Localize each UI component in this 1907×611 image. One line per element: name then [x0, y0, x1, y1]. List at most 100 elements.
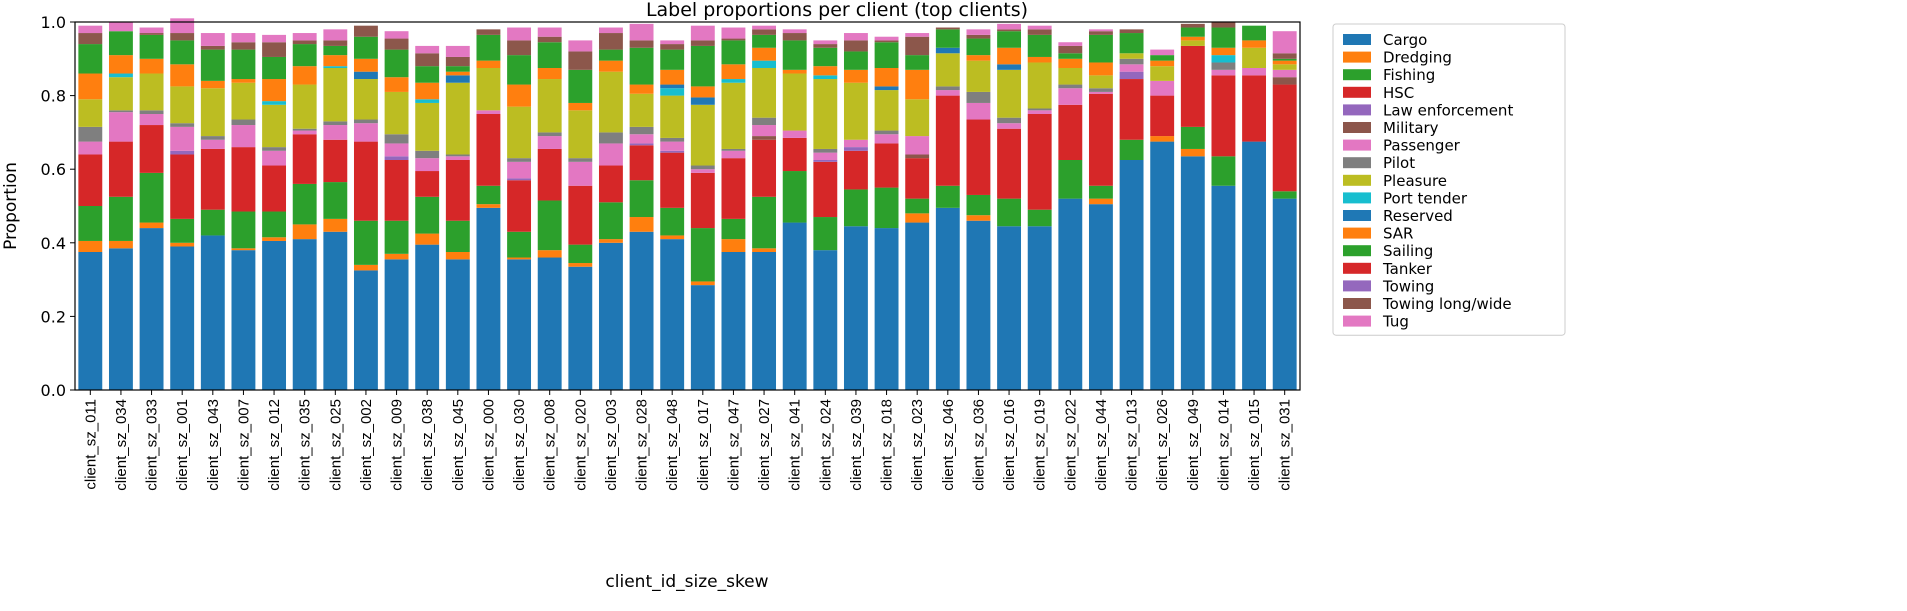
x-tick-label: client_sz_011 [82, 399, 99, 490]
legend-swatch [1343, 139, 1371, 151]
bar-segment-pleasure [170, 86, 195, 124]
y-tick-label: 0.2 [41, 307, 66, 326]
bar-segment-towing-long-wide [476, 29, 501, 35]
bar-segment-hsc [445, 160, 470, 221]
x-axis-label: client_id_size_skew [605, 572, 768, 592]
bar-segment-tug [231, 33, 256, 43]
bar-segment-fishing [1119, 139, 1144, 160]
legend-label: Tanker [1382, 260, 1433, 278]
bar-segment-sailing [1180, 27, 1205, 37]
bar-segment-passenger [1211, 69, 1236, 76]
bar-segment-towing-long-wide [721, 38, 746, 41]
bar-segment-sailing [323, 45, 348, 56]
bar-segment-pilot [752, 117, 777, 126]
bar-segment-fishing [415, 196, 440, 234]
bar-segment-cargo [813, 250, 838, 390]
bar-segment-pilot [1211, 62, 1236, 70]
bar-segment-pilot [660, 137, 685, 142]
bar-segment-sailing [384, 49, 409, 78]
bar-segment-pilot [353, 119, 378, 124]
bar-segment-fishing [353, 220, 378, 265]
y-tick-label: 0.0 [41, 381, 66, 400]
bar-segment-tug [1272, 31, 1297, 54]
legend-swatch [1343, 86, 1371, 98]
bar-segment-hsc [660, 152, 685, 208]
bar-segment-passenger [1088, 91, 1113, 94]
bar-segment-hsc [568, 185, 593, 245]
x-tick-label: client_sz_001 [174, 399, 191, 491]
x-tick-label: client_sz_038 [419, 399, 436, 491]
bar-segment-pleasure [78, 99, 103, 127]
bar-segment-fishing [1272, 191, 1297, 199]
bar-segment-sailing [292, 44, 317, 67]
bar-segment-pleasure [813, 79, 838, 149]
bar-segment-cargo [1272, 198, 1297, 390]
bar-segment-cargo [1211, 185, 1236, 390]
x-tick-label: client_sz_017 [695, 399, 712, 491]
x-tick-label: client_sz_003 [603, 399, 620, 491]
bar-segment-dredging [1180, 148, 1205, 157]
bar-segment-sar [1150, 60, 1175, 67]
bar-segment-dredging [660, 235, 685, 240]
bar-segment-tug [170, 18, 195, 34]
bar-segment-pleasure [1119, 53, 1144, 59]
bar-segment-sar [476, 60, 501, 68]
bar-segment-sailing [415, 66, 440, 83]
x-tick-label: client_sz_009 [389, 399, 406, 491]
bar-segment-cargo [690, 285, 715, 390]
bar-segment-passenger [323, 125, 348, 140]
bar-segment-sar [231, 79, 256, 83]
y-tick-label: 0.6 [41, 160, 66, 179]
bar-segment-pilot [415, 150, 440, 159]
bar-segment-sar [1088, 62, 1113, 76]
legend-label: Pilot [1383, 154, 1415, 172]
chart-title: Label proportions per client (top client… [646, 0, 1028, 21]
bar-segment-tug [598, 27, 623, 34]
bar-segment-tug [537, 27, 562, 37]
bar-segment-hsc [200, 148, 225, 210]
bar-segment-tug [966, 29, 991, 35]
bar-segment-towing-long-wide [782, 33, 807, 41]
bar-segment-law-enforcement [629, 143, 654, 146]
bar-segment-cargo [200, 235, 225, 390]
y-axis: 0.0 0.2 0.4 0.6 0.8 1.0 [41, 13, 75, 400]
bar-segment-tug [292, 33, 317, 41]
bar-segment-sailing [108, 31, 133, 56]
bar-segment-passenger [139, 114, 164, 126]
bar-segment-passenger [813, 152, 838, 160]
bar-segment-passenger [782, 130, 807, 138]
bar-segment-port-tender [721, 79, 746, 83]
bar-segment-hsc [690, 172, 715, 229]
bar-segment-pilot [997, 117, 1022, 124]
bar-segment-cargo [1088, 204, 1113, 390]
bar-segment-fishing [874, 187, 899, 229]
bar-segment-sar [108, 55, 133, 74]
bar-segment-pleasure [292, 84, 317, 129]
legend-label: Pleasure [1383, 172, 1447, 190]
bar-segment-fishing [1058, 160, 1083, 199]
bar-segment-passenger [660, 141, 685, 151]
bar-segment-hsc [1027, 114, 1052, 210]
bar-segment-sailing [1027, 34, 1052, 57]
bar-segment-passenger [1242, 68, 1267, 76]
bar-segment-passenger [1119, 64, 1144, 72]
bar-segment-towing-long-wide [1272, 53, 1297, 59]
bar-segment-towing-long-wide [78, 33, 103, 45]
x-tick-label: client_sz_022 [1062, 399, 1079, 491]
bar-segment-passenger [997, 123, 1022, 129]
bar-segment-fishing [997, 198, 1022, 227]
bar-segment-fishing [782, 171, 807, 223]
bar-segment-dredging [721, 239, 746, 252]
bar-segment-tug [1088, 29, 1113, 32]
bar-segment-fishing [262, 211, 287, 238]
bar-segment-tug [782, 29, 807, 34]
bar-segment-dredging [905, 213, 930, 223]
bar-segment-fishing [200, 209, 225, 236]
bar-segment-hsc [1119, 79, 1144, 140]
bar-segment-cargo [598, 242, 623, 390]
bar-segment-fishing [721, 218, 746, 240]
bar-segment-dredging [108, 240, 133, 249]
bar-segment-hsc [1272, 84, 1297, 192]
bar-segment-sailing [1242, 25, 1267, 41]
bar-segment-passenger [384, 143, 409, 157]
